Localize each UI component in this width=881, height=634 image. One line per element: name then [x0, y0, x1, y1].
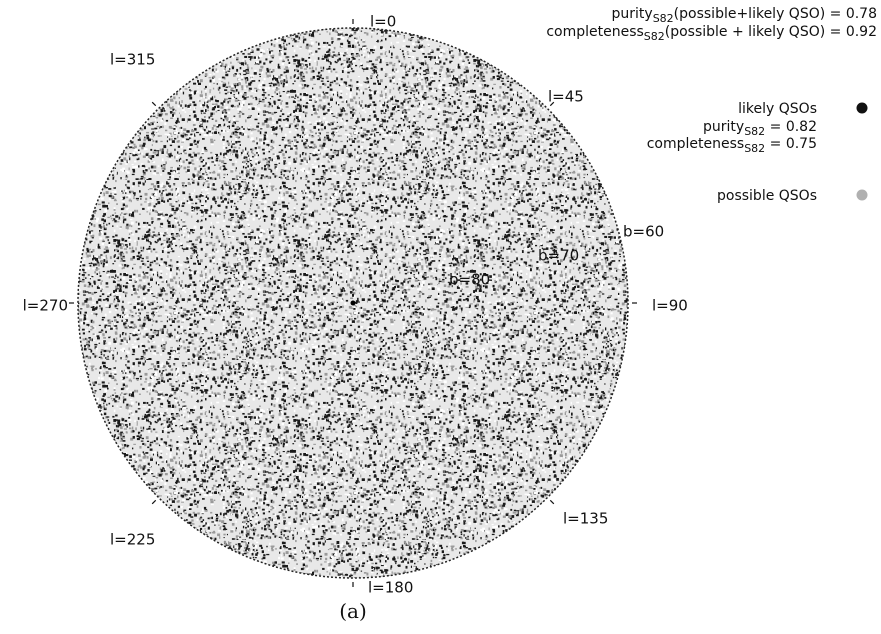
- subscript: S82: [744, 142, 765, 155]
- longitude-label: l=180: [368, 579, 413, 597]
- caption: (a): [339, 599, 367, 623]
- legend-note: purityS82 = 0.82: [703, 119, 817, 138]
- text-part: (possible+likely QSO) = 0.78: [674, 6, 877, 22]
- text-part: completeness: [546, 24, 643, 40]
- latitude-label: b=70: [538, 247, 579, 265]
- longitude-label: l=135: [563, 510, 608, 528]
- disk-edge: [77, 27, 629, 579]
- longitude-label: l=270: [23, 297, 68, 315]
- longitude-label: l=225: [110, 531, 155, 549]
- legend-marker: [856, 189, 868, 201]
- text-part: purity: [703, 119, 744, 135]
- text-part: = 0.82: [765, 119, 817, 135]
- longitude-tick: [549, 101, 555, 107]
- text-part: = 0.75: [765, 136, 817, 152]
- longitude-label: l=90: [652, 297, 688, 315]
- legend-label: likely QSOs: [738, 101, 817, 117]
- longitude-label: l=0: [370, 13, 396, 31]
- subscript: S82: [644, 30, 665, 43]
- subscript: S82: [744, 125, 765, 138]
- longitude-tick: [549, 499, 555, 505]
- text-part: completeness: [647, 136, 744, 152]
- subscript: S82: [653, 12, 674, 25]
- text-part: purity: [612, 6, 653, 22]
- legend-label: possible QSOs: [717, 188, 817, 204]
- longitude-label: l=315: [110, 51, 155, 69]
- pole-marker: [350, 300, 356, 306]
- summary-line: completenessS82(possible + likely QSO) =…: [546, 24, 877, 43]
- latitude-label: b=60: [623, 223, 664, 241]
- legend-marker: [856, 102, 868, 114]
- longitude-tick: [151, 499, 157, 505]
- longitude-label: l=45: [548, 88, 584, 106]
- text-part: (possible + likely QSO) = 0.92: [665, 24, 877, 40]
- legend-note: completenessS82 = 0.75: [647, 136, 817, 155]
- longitude-tick: [151, 101, 157, 107]
- summary-line: purityS82(possible+likely QSO) = 0.78: [612, 6, 878, 25]
- latitude-label: b=80: [449, 271, 490, 289]
